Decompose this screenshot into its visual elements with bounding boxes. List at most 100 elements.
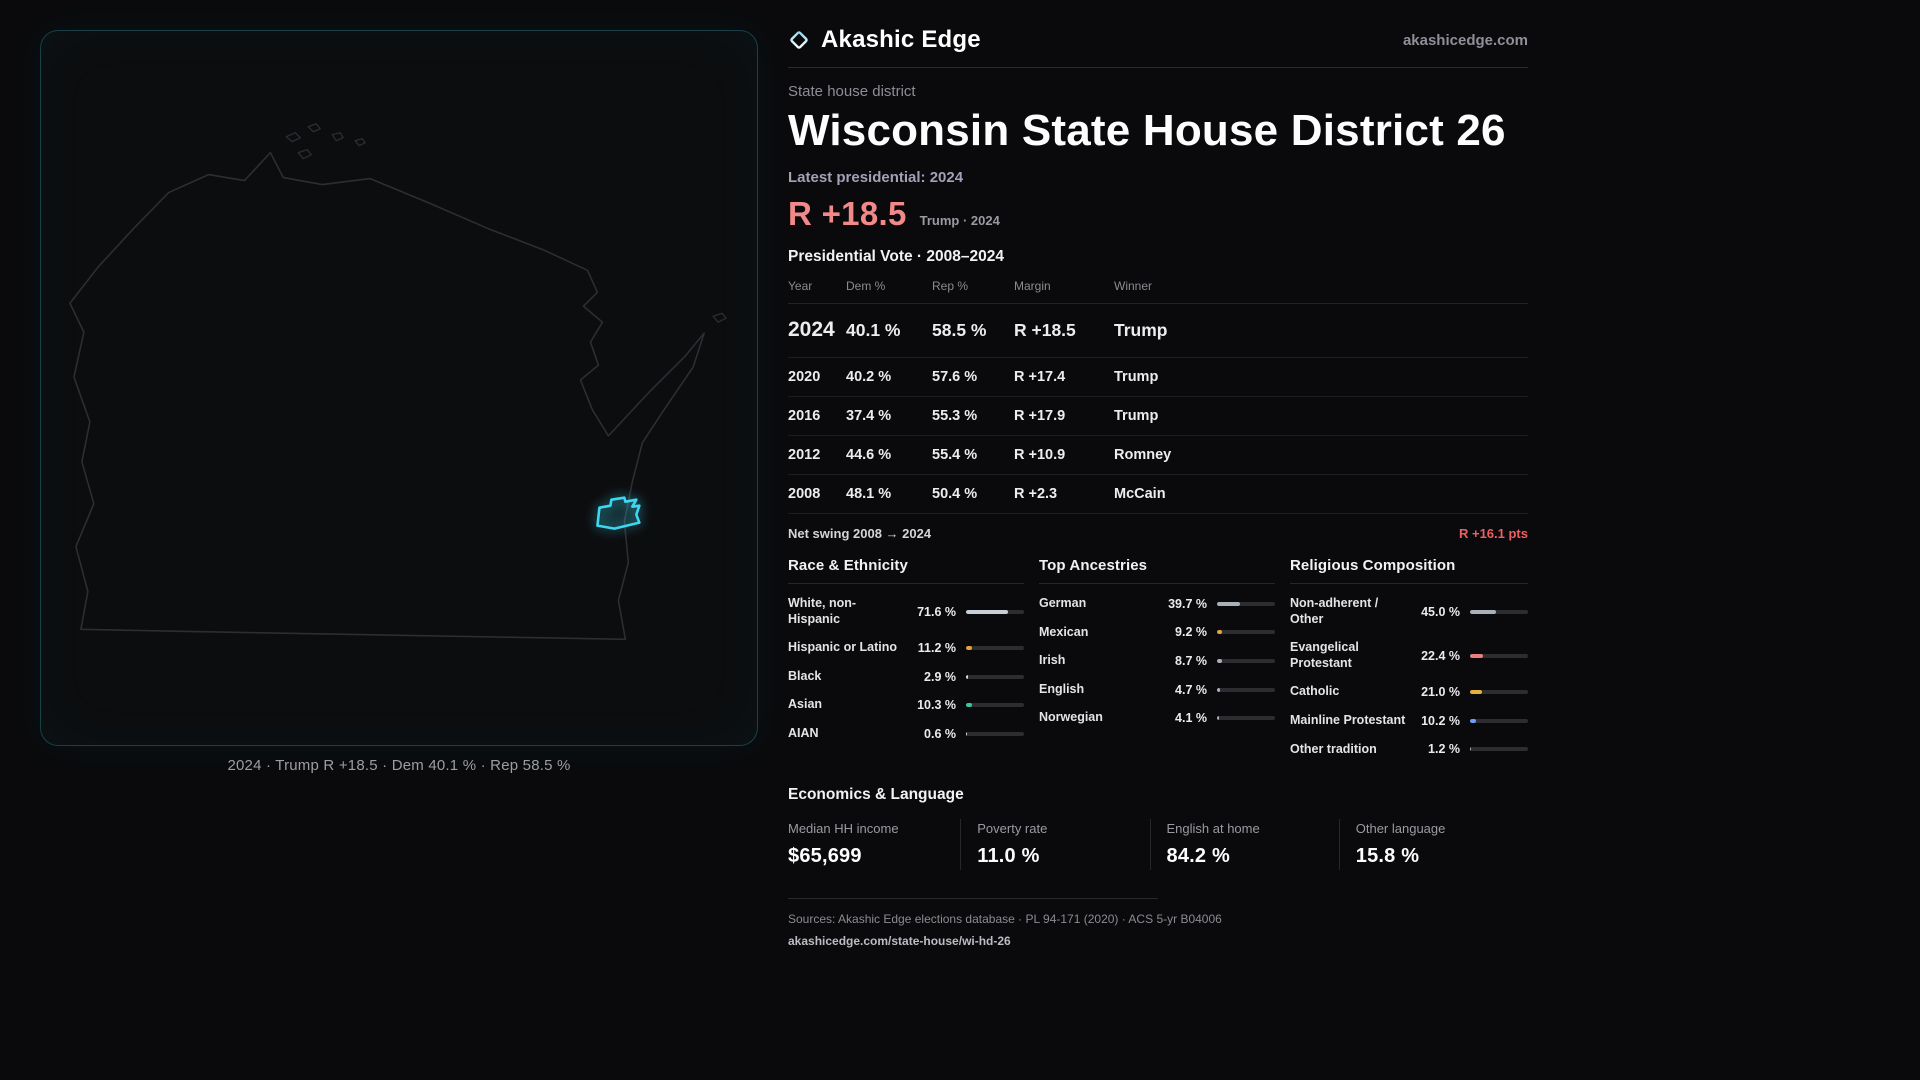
demographic-value: 11.2 % xyxy=(917,640,956,655)
col-winner: Winner xyxy=(1114,270,1528,305)
net-swing-label: Net swing 2008 → 2024 xyxy=(788,526,932,542)
demographic-bar-fill xyxy=(1217,687,1220,692)
wisconsin-state-outline xyxy=(69,151,705,641)
demographic-row: English 4.7 % xyxy=(1039,675,1275,704)
demographic-bar xyxy=(1470,690,1528,695)
demographic-bar-fill xyxy=(966,674,968,679)
demographic-label: Evangelical Protestant xyxy=(1290,640,1359,670)
vote-table-body: 2024 40.1 % 58.5 % R +18.5 Trump 2020 40.2 % 57… xyxy=(788,303,1528,515)
demographic-bar xyxy=(1470,609,1528,614)
demographic-label: White, non-Hispanic xyxy=(788,595,857,626)
washington-island xyxy=(712,312,727,323)
apostle-islands xyxy=(285,123,366,160)
demographic-row: Mexican 9.2 % xyxy=(1039,618,1275,647)
econ-stats-row: Median HH income $65,699 Poverty rate 11.0 … xyxy=(788,818,1528,870)
demographic-label: Mexican xyxy=(1039,624,1089,639)
demographic-bar xyxy=(1217,630,1275,635)
demographic-label: Irish xyxy=(1039,653,1066,668)
demographic-row: AIAN 0.6 % xyxy=(788,720,1024,749)
demographic-bar-fill xyxy=(1217,601,1241,606)
permalink[interactable]: akashicedge.com/state-house/wi-hd-26 xyxy=(788,933,1011,948)
district-map-panel xyxy=(40,30,758,746)
demographic-bar-fill xyxy=(1470,747,1471,752)
demographic-value: 21.0 % xyxy=(1421,685,1460,700)
demographic-bar xyxy=(966,703,1024,708)
net-swing-value: R +16.1 pts xyxy=(1458,526,1528,542)
demographic-value: 4.7 % xyxy=(1175,682,1207,697)
vote-cell-year: 2016 xyxy=(788,396,846,437)
demographic-value: 4.1 % xyxy=(1175,711,1207,726)
footer-divider xyxy=(788,897,1158,899)
demographic-bar xyxy=(966,674,1024,679)
header: Akashic Edge akashicedge.com xyxy=(788,26,1528,54)
vote-cell-margin: R +17.4 xyxy=(1014,357,1114,398)
sources-line: Sources: Akashic Edge elections database… xyxy=(788,911,1222,926)
demographic-row: Non-adherent / Other 45.0 % xyxy=(1290,589,1528,633)
vote-cell-winner: Trump xyxy=(1114,303,1528,359)
econ-stat: Median HH income $65,699 xyxy=(788,819,960,870)
demographic-bar xyxy=(966,645,1024,650)
demographic-value: 1.2 % xyxy=(1428,742,1460,757)
vote-row: 2024 40.1 % 58.5 % R +18.5 Trump xyxy=(788,303,1528,359)
margin-value: R +18.5 xyxy=(788,195,907,233)
demographic-column: Top Ancestries German 39.7 % Mexican 9.2 % Ir… xyxy=(1039,557,1275,763)
header-divider xyxy=(788,67,1528,68)
demographic-row: Norwegian 4.1 % xyxy=(1039,704,1275,733)
vote-row: 2016 37.4 % 55.3 % R +17.9 Trump xyxy=(788,396,1528,437)
demographic-bar xyxy=(1217,601,1275,606)
demographic-bar xyxy=(966,731,1024,736)
demographic-bar xyxy=(1217,658,1275,663)
headline-margin: R +18.5 Trump · 2024 xyxy=(788,195,1528,233)
demographic-value: 71.6 % xyxy=(917,604,956,619)
econ-stat: Poverty rate 11.0 % xyxy=(960,818,1149,870)
demographic-row: Hispanic or Latino 11.2 % xyxy=(788,634,1024,663)
wisconsin-map xyxy=(69,123,727,641)
econ-stat-value: $65,699 xyxy=(788,844,862,867)
vote-cell-dem: 40.1 % xyxy=(846,303,932,359)
map-caption: 2024 · Trump R +18.5 · Dem 40.1 % · Rep … xyxy=(227,757,571,774)
col-margin: Margin xyxy=(1014,270,1114,305)
net-swing-row: Net swing 2008 → 2024 R +16.1 pts xyxy=(788,526,1528,541)
demographic-row: Black 2.9 % xyxy=(788,662,1024,691)
vote-cell-dem: 48.1 % xyxy=(846,474,932,515)
col-rep: Rep % xyxy=(932,270,1014,305)
brand-name: Akashic Edge xyxy=(821,26,981,53)
demographic-label: AIAN xyxy=(788,726,819,741)
vote-cell-rep: 58.5 % xyxy=(932,303,1014,359)
demographic-value: 10.3 % xyxy=(917,698,956,713)
demographic-row: Evangelical Protestant 22.4 % xyxy=(1290,634,1528,678)
vote-cell-margin: R +18.5 xyxy=(1014,303,1114,359)
vote-cell-year: 2020 xyxy=(788,357,846,398)
demographic-value: 8.7 % xyxy=(1175,653,1207,668)
demographic-row: Irish 8.7 % xyxy=(1039,647,1275,676)
demographic-bar-fill xyxy=(1470,690,1483,695)
demographic-bar-fill xyxy=(1470,653,1483,658)
econ-stat-value: 15.8 % xyxy=(1355,844,1420,867)
demographic-bar xyxy=(1470,718,1528,723)
demographic-column: Religious Composition Non-adherent / Othe… xyxy=(1290,557,1528,763)
demographic-value: 0.6 % xyxy=(924,726,956,741)
vote-cell-rep: 57.6 % xyxy=(932,357,1014,398)
demographic-column-title: Top Ancestries xyxy=(1039,557,1275,585)
demographic-value: 10.2 % xyxy=(1421,713,1460,728)
econ-stat-label: Median HH income xyxy=(788,820,899,836)
vote-cell-winner: Romney xyxy=(1114,435,1528,476)
vote-row: 2012 44.6 % 55.4 % R +10.9 Romney xyxy=(788,435,1528,476)
vote-row: 2008 48.1 % 50.4 % R +2.3 McCain xyxy=(788,474,1528,515)
vote-cell-year: 2024 xyxy=(788,303,846,359)
vote-cell-dem: 40.2 % xyxy=(846,357,932,398)
economics-title: Economics & Language xyxy=(788,785,964,803)
demographic-bar-fill xyxy=(1217,630,1223,635)
demographic-row: Mainline Protestant 10.2 % xyxy=(1290,707,1528,736)
site-domain-link[interactable]: akashicedge.com xyxy=(1402,31,1528,49)
demographic-bar xyxy=(1470,747,1528,752)
col-dem: Dem % xyxy=(846,270,932,305)
econ-stat: Other language 15.8 % xyxy=(1338,818,1528,870)
vote-cell-year: 2012 xyxy=(788,435,846,476)
vote-cell-winner: Trump xyxy=(1114,396,1528,437)
report-column: Akashic Edge akashicedge.com State house… xyxy=(788,26,1528,950)
vote-cell-dem: 37.4 % xyxy=(846,396,932,437)
demographic-column: Race & Ethnicity White, non-Hispanic 71.6 … xyxy=(788,557,1024,763)
demographics-grid: Race & Ethnicity White, non-Hispanic 71.6 … xyxy=(788,557,1528,763)
